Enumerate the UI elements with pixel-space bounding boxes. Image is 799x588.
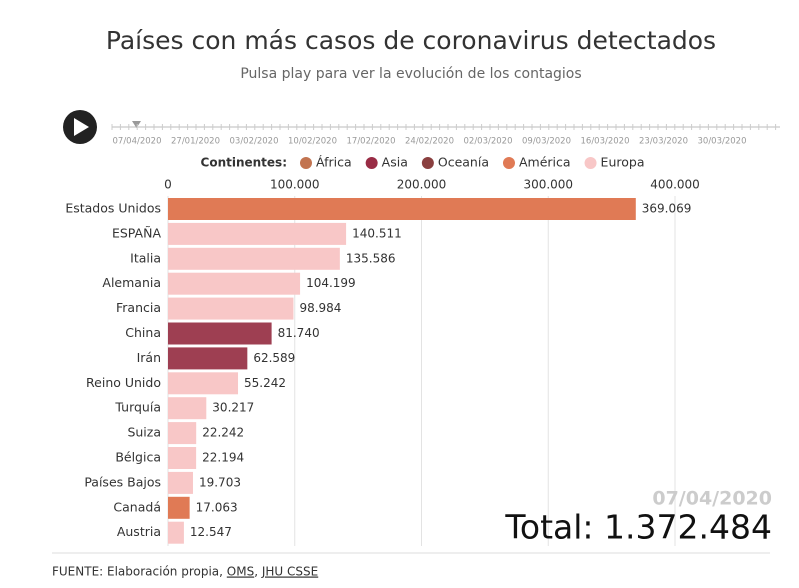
- category-label: Países Bajos: [84, 474, 161, 489]
- legend-title: Continentes:: [201, 156, 287, 170]
- legend-swatch[interactable]: [584, 157, 597, 169]
- bar: [168, 372, 239, 395]
- bar: [168, 272, 301, 295]
- source-link-text[interactable]: JHU CSSE: [261, 565, 318, 579]
- chart-subtitle: Pulsa play para ver la evolución de los …: [240, 66, 581, 82]
- timeline-label[interactable]: 24/02/2020: [405, 137, 454, 147]
- bar: [168, 496, 190, 519]
- legend-swatch[interactable]: [502, 157, 515, 169]
- legend-label[interactable]: Oceanía: [438, 155, 489, 170]
- value-label: 98.984: [299, 301, 341, 315]
- timeline-label[interactable]: 02/03/2020: [464, 137, 513, 147]
- play-button[interactable]: [63, 110, 97, 144]
- category-label: Austria: [117, 524, 161, 539]
- legend-swatch[interactable]: [365, 157, 378, 169]
- bar: [168, 322, 272, 345]
- category-label: Bélgica: [115, 450, 161, 465]
- bar: [168, 471, 193, 494]
- category-label: ESPAÑA: [112, 225, 161, 240]
- value-label: 22.194: [202, 451, 244, 465]
- category-label: Reino Unido: [86, 375, 161, 390]
- bar: [168, 247, 340, 270]
- legend-label[interactable]: Europa: [601, 155, 645, 170]
- x-tick-label: 0: [164, 178, 172, 192]
- value-label: 55.242: [244, 376, 286, 390]
- timeline-label[interactable]: 10/02/2020: [288, 137, 337, 147]
- timeline-label[interactable]: 03/02/2020: [230, 137, 279, 147]
- bar: [168, 422, 197, 445]
- timeline-label[interactable]: 27/01/2020: [171, 137, 220, 147]
- source-text: FUENTE: Elaboración propia,: [52, 565, 227, 579]
- value-label: 19.703: [199, 475, 241, 489]
- legend-label[interactable]: Asia: [382, 155, 408, 170]
- value-label: 17.063: [196, 500, 238, 514]
- value-label: 104.199: [306, 276, 356, 290]
- category-label: China: [125, 325, 161, 340]
- legend-label[interactable]: América: [519, 155, 571, 170]
- timeline-label[interactable]: 16/03/2020: [581, 137, 630, 147]
- bar: [168, 447, 197, 469]
- category-label: Italia: [130, 250, 161, 265]
- category-label: Francia: [116, 300, 161, 315]
- value-label: 81.740: [278, 326, 320, 340]
- bar: [168, 397, 207, 420]
- value-label: 140.511: [352, 226, 402, 240]
- timeline-label[interactable]: 30/03/2020: [698, 137, 747, 147]
- value-label: 30.217: [212, 401, 254, 415]
- legend-label[interactable]: África: [316, 155, 352, 170]
- value-label: 22.242: [202, 426, 244, 440]
- category-label: Estados Unidos: [65, 201, 161, 216]
- legend-swatch[interactable]: [421, 157, 434, 169]
- source-text: ,: [254, 565, 262, 579]
- category-label: Turquía: [114, 400, 161, 415]
- total-label: Total: 1.372.484: [504, 508, 772, 547]
- value-label: 62.589: [253, 351, 295, 365]
- x-tick-label: 200.000: [397, 178, 447, 192]
- timeline-label[interactable]: 07/04/2020: [113, 137, 162, 147]
- bar: [168, 521, 184, 544]
- source-link[interactable]: JHU CSSE: [261, 565, 318, 579]
- source-link-text[interactable]: OMS: [227, 565, 254, 579]
- value-label: 12.547: [190, 525, 232, 539]
- x-tick-label: 300.000: [523, 178, 573, 192]
- value-label: 369.069: [642, 202, 692, 216]
- date-label: 07/04/2020: [652, 488, 772, 510]
- source-link[interactable]: OMS: [227, 565, 254, 579]
- x-tick-label: 100.000: [270, 178, 320, 192]
- category-label: Alemania: [102, 275, 161, 290]
- category-label: Irán: [137, 350, 161, 365]
- legend-swatch[interactable]: [300, 157, 312, 169]
- value-label: 135.586: [346, 251, 396, 265]
- bar: [168, 347, 248, 370]
- timeline-label[interactable]: 17/02/2020: [347, 137, 396, 147]
- category-label: Canadá: [113, 499, 161, 514]
- x-tick-label: 400.000: [650, 178, 700, 192]
- bar: [168, 222, 347, 245]
- bar: [168, 198, 636, 220]
- timeline-label[interactable]: 23/03/2020: [639, 137, 688, 147]
- bar: [168, 297, 294, 320]
- timeline-handle[interactable]: [132, 121, 141, 128]
- timeline-label[interactable]: 09/03/2020: [522, 137, 571, 147]
- category-label: Suiza: [127, 425, 161, 440]
- chart-title: Países con más casos de coronavirus dete…: [106, 26, 716, 55]
